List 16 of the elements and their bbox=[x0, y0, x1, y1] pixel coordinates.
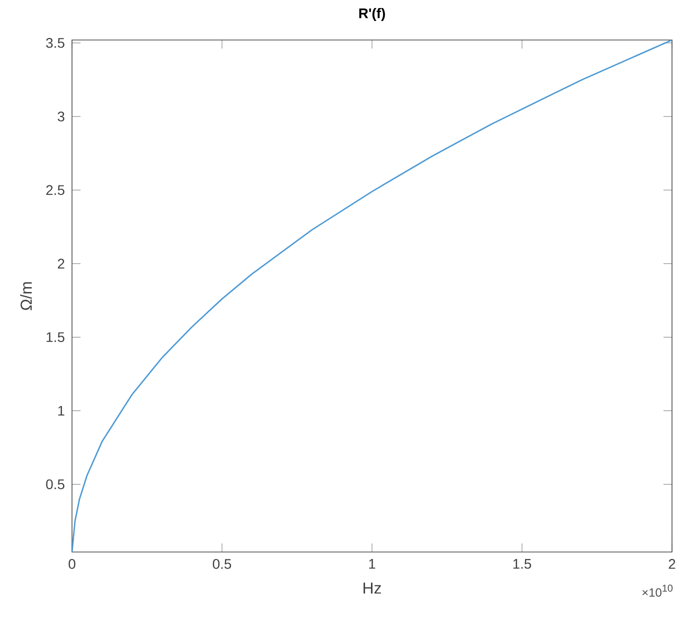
y-tick-label: 0.5 bbox=[46, 479, 64, 490]
y-tick-label: 3 bbox=[58, 112, 64, 122]
x-tick-label: 0 bbox=[68, 559, 76, 569]
x-tick-label: 1.5 bbox=[513, 559, 532, 569]
x-tick-label: 1 bbox=[369, 559, 376, 569]
text: ×10$^{10}$ bbox=[642, 584, 673, 597]
chart-title: R'(f) bbox=[359, 8, 385, 22]
x-tick-label: 2 bbox=[668, 559, 676, 569]
x-tick-label: 0.5 bbox=[212, 559, 232, 569]
x-axis-title: Hz bbox=[364, 582, 381, 594]
y-tick-label: 3.5 bbox=[46, 38, 64, 48]
y-tick-label: 2 bbox=[58, 258, 64, 268]
y-tick-label: 1 bbox=[58, 406, 64, 416]
y-tick-label: 2.5 bbox=[46, 185, 64, 195]
y-tick-label: 1.5 bbox=[46, 332, 64, 342]
y-axis-title: Ω/m bbox=[20, 282, 32, 310]
